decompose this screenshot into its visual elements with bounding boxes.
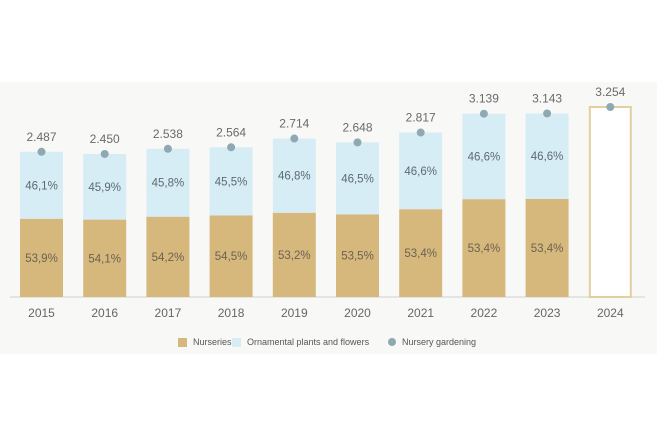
point-nursery-gardening-2020	[353, 138, 362, 147]
data-label-ornamental-2015: 46,1%	[25, 180, 58, 192]
bar-ornamental-2017	[146, 148, 190, 217]
bar-nurseries-2020	[336, 214, 379, 297]
data-label-nurseries-2023: 53,4%	[531, 243, 564, 255]
data-label-ornamental-2017: 45,8%	[152, 178, 185, 190]
x-tick-label-2022: 2022	[471, 306, 498, 320]
bar-nurseries-2015	[20, 218, 63, 297]
data-label-ornamental-2019: 46,8%	[278, 171, 311, 183]
bar-nurseries-2021	[399, 209, 443, 297]
bar-ornamental-2020	[336, 142, 379, 215]
data-label-total-2024: 3.254	[595, 85, 625, 99]
x-tick-label-2016: 2016	[91, 306, 118, 320]
data-label-ornamental-2022: 46,6%	[468, 151, 501, 163]
data-label-nurseries-2019: 53,2%	[278, 250, 311, 262]
legend-marker-nursery-gardening	[388, 338, 396, 346]
bar-nurseries-2017	[146, 216, 190, 297]
data-label-total-2018: 2.564	[216, 125, 246, 139]
x-tick-label-2018: 2018	[218, 306, 245, 320]
legend-label-nursery-gardening: Nursery gardening	[402, 337, 477, 347]
data-label-total-2015: 2.487	[26, 130, 56, 144]
data-label-nurseries-2018: 54,5%	[215, 251, 248, 263]
data-label-ornamental-2018: 45,5%	[215, 176, 248, 188]
legend-label-ornamental: Ornamental plants and flowers	[247, 337, 370, 347]
x-tick-label-2021: 2021	[407, 306, 434, 320]
data-label-nurseries-2017: 54,2%	[152, 252, 185, 264]
bar-nurseries-2016	[83, 219, 127, 297]
legend-item-nurseries: Nurseries	[178, 337, 232, 347]
bar-ornamental-2018	[209, 147, 253, 216]
x-tick-label-2023: 2023	[534, 306, 561, 320]
bar-nurseries-2023	[525, 198, 569, 297]
point-nursery-gardening-2019	[290, 134, 299, 143]
x-tick-label-2020: 2020	[344, 306, 371, 320]
x-tick-label-2017: 2017	[155, 306, 182, 320]
data-label-nurseries-2020: 53,5%	[341, 251, 374, 263]
point-nursery-gardening-2017	[163, 144, 172, 153]
bar-forecast-2024	[588, 106, 632, 298]
point-nursery-gardening-2016	[100, 149, 109, 158]
data-label-total-2016: 2.450	[90, 132, 120, 146]
data-label-ornamental-2020: 46,5%	[341, 173, 374, 185]
bar-nurseries-2022	[462, 199, 506, 297]
bar-nurseries-2019	[272, 212, 316, 297]
data-label-total-2023: 3.143	[532, 91, 562, 105]
data-label-nurseries-2022: 53,4%	[468, 243, 501, 255]
bar-ornamental-2015	[20, 151, 63, 219]
legend-item-ornamental: Ornamental plants and flowers	[232, 337, 369, 347]
x-tick-label-2019: 2019	[281, 306, 308, 320]
data-label-nurseries-2015: 53,9%	[25, 253, 58, 265]
x-tick-label-2015: 2015	[28, 306, 55, 320]
point-nursery-gardening-2021	[416, 128, 425, 137]
bar-ornamental-2023	[525, 113, 569, 199]
data-label-ornamental-2023: 46,6%	[531, 151, 564, 163]
data-label-nurseries-2021: 53,4%	[404, 248, 437, 260]
point-nursery-gardening-2022	[479, 109, 488, 118]
data-label-total-2020: 2.648	[342, 120, 372, 134]
legend-swatch-nurseries	[178, 337, 187, 347]
data-label-total-2022: 3.139	[469, 92, 499, 106]
data-label-nurseries-2016: 54,1%	[88, 253, 121, 265]
bar-ornamental-2019	[272, 138, 316, 213]
bar-nurseries-2018	[209, 215, 253, 297]
data-label-total-2017: 2.538	[153, 127, 183, 141]
data-label-total-2019: 2.714	[279, 117, 309, 131]
bar-ornamental-2021	[399, 132, 443, 210]
data-label-ornamental-2021: 46,6%	[404, 166, 437, 178]
legend-item-nursery-gardening: Nursery gardening	[388, 337, 476, 347]
legend-swatch-ornamental	[232, 337, 241, 347]
legend-label-nurseries: Nurseries	[193, 337, 232, 347]
bar-ornamental-2016	[83, 153, 127, 220]
data-label-total-2021: 2.817	[406, 111, 436, 125]
point-nursery-gardening-2015	[37, 147, 46, 156]
point-nursery-gardening-2023	[543, 109, 552, 118]
x-tick-label-2024: 2024	[597, 306, 624, 320]
point-nursery-gardening-2018	[227, 143, 236, 152]
bar-ornamental-2022	[462, 113, 506, 200]
point-nursery-gardening-2024	[606, 103, 615, 111]
data-label-ornamental-2016: 45,9%	[88, 182, 121, 194]
